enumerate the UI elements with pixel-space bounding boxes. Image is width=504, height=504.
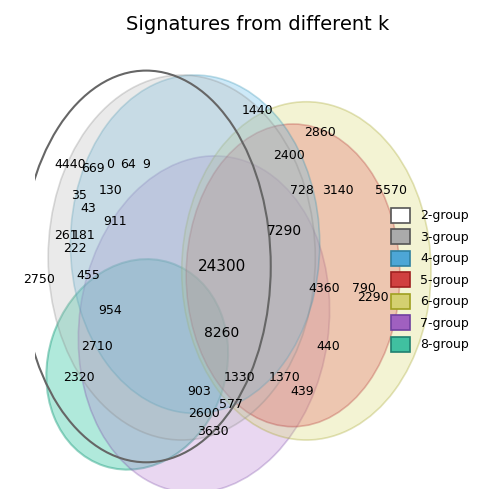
Text: 3630: 3630 — [197, 425, 229, 437]
Title: Signatures from different k: Signatures from different k — [126, 15, 389, 34]
Text: 954: 954 — [99, 304, 122, 318]
Text: 455: 455 — [76, 269, 100, 282]
Text: 439: 439 — [290, 385, 313, 398]
Text: 64: 64 — [120, 158, 136, 170]
Text: 903: 903 — [187, 385, 211, 398]
Text: 7290: 7290 — [267, 224, 302, 238]
Text: 728: 728 — [290, 184, 314, 197]
Text: 4360: 4360 — [308, 282, 340, 295]
Text: 1370: 1370 — [268, 371, 300, 384]
Text: 8260: 8260 — [204, 326, 239, 340]
Text: 130: 130 — [99, 184, 122, 197]
Ellipse shape — [48, 75, 316, 440]
Ellipse shape — [186, 124, 400, 427]
Legend: 2-group, 3-group, 4-group, 5-group, 6-group, 7-group, 8-group: 2-group, 3-group, 4-group, 5-group, 6-gr… — [386, 203, 474, 357]
Ellipse shape — [71, 75, 320, 413]
Text: 4440: 4440 — [54, 158, 86, 170]
Text: 1440: 1440 — [241, 104, 273, 117]
Text: 790: 790 — [352, 282, 376, 295]
Text: 181: 181 — [72, 229, 96, 242]
Text: 2320: 2320 — [64, 371, 95, 384]
Text: 35: 35 — [72, 188, 87, 202]
Text: 261: 261 — [54, 229, 78, 242]
Text: 669: 669 — [81, 162, 104, 175]
Text: 2290: 2290 — [357, 291, 389, 304]
Text: 2600: 2600 — [188, 407, 220, 420]
Text: 2750: 2750 — [23, 273, 55, 286]
Ellipse shape — [182, 102, 431, 440]
Text: 43: 43 — [80, 202, 96, 215]
Ellipse shape — [46, 259, 228, 470]
Text: 0: 0 — [106, 158, 114, 170]
Text: 222: 222 — [63, 242, 87, 255]
Text: 577: 577 — [219, 398, 243, 411]
Text: 24300: 24300 — [198, 259, 246, 274]
Text: 9: 9 — [142, 158, 150, 170]
Text: 2860: 2860 — [304, 127, 336, 140]
Ellipse shape — [78, 156, 330, 493]
Text: 440: 440 — [317, 340, 341, 353]
Text: 3140: 3140 — [322, 184, 353, 197]
Text: 911: 911 — [103, 215, 127, 228]
Text: 2710: 2710 — [81, 340, 113, 353]
Text: 5570: 5570 — [375, 184, 407, 197]
Text: 1330: 1330 — [224, 371, 256, 384]
Text: 2400: 2400 — [273, 149, 304, 162]
